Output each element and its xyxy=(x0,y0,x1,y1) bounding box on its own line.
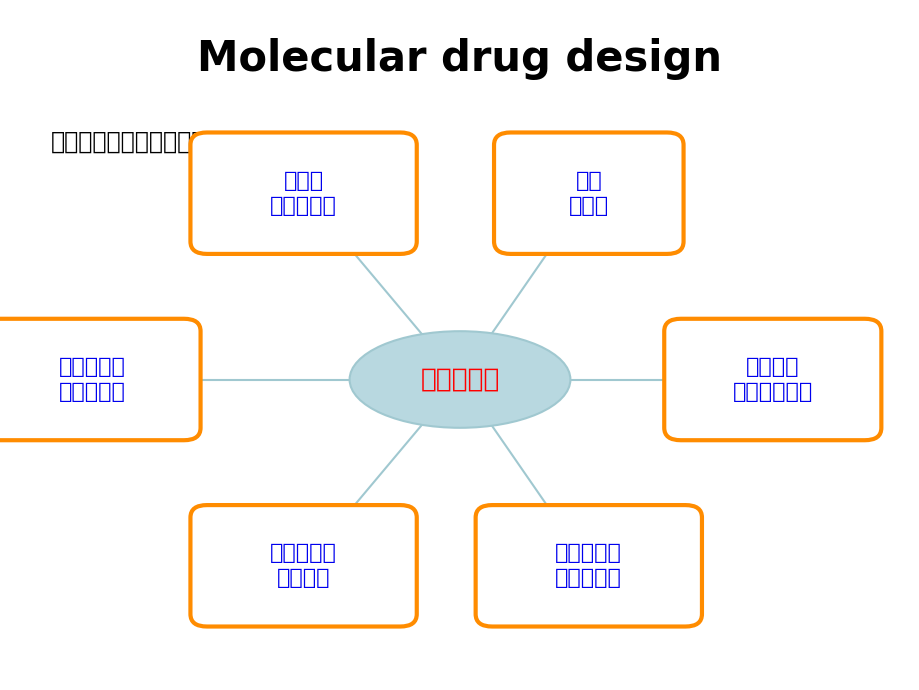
Text: 药物分子设计由多学科相互穿插，交替进行: 药物分子设计由多学科相互穿插，交替进行 xyxy=(51,130,319,153)
Text: 分子生物学
结构生物学: 分子生物学 结构生物学 xyxy=(59,357,125,402)
Text: Molecular drug design: Molecular drug design xyxy=(198,38,721,79)
Text: 药物设计学: 药物设计学 xyxy=(420,366,499,393)
FancyBboxPatch shape xyxy=(475,505,701,627)
FancyBboxPatch shape xyxy=(190,505,416,627)
Text: 药物化学
有机药物化学: 药物化学 有机药物化学 xyxy=(732,357,812,402)
Ellipse shape xyxy=(349,331,570,428)
FancyBboxPatch shape xyxy=(664,319,880,440)
Text: 分子药理学
一般药理学: 分子药理学 一般药理学 xyxy=(555,544,621,588)
FancyBboxPatch shape xyxy=(494,132,683,254)
Text: 计算机科学
计算化学: 计算机科学 计算化学 xyxy=(270,544,336,588)
FancyBboxPatch shape xyxy=(0,319,200,440)
FancyBboxPatch shape xyxy=(190,132,416,254)
Text: 基因组
生物信息学: 基因组 生物信息学 xyxy=(270,171,336,215)
Text: 数学
统计学: 数学 统计学 xyxy=(568,171,608,215)
